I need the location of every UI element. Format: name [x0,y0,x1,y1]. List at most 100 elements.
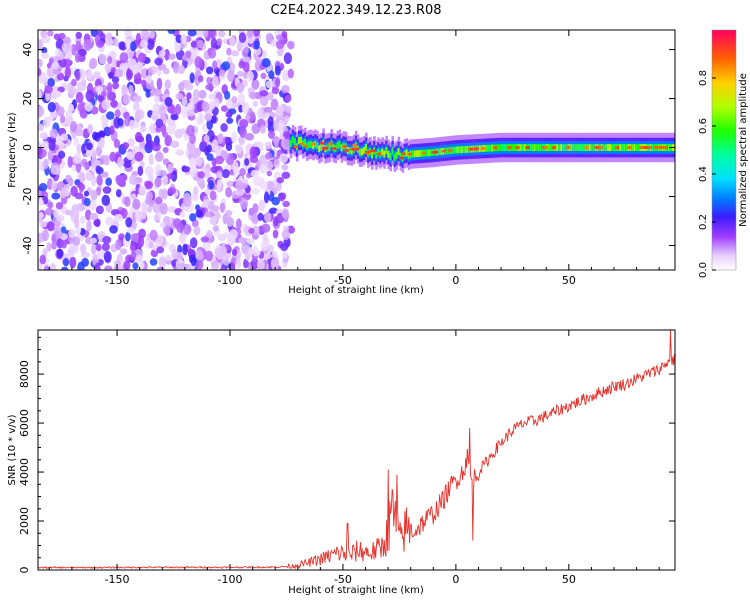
noise-cell [252,245,259,257]
noise-cell [281,171,291,179]
noise-cell [280,242,289,252]
noise-cell [229,36,237,47]
noise-cell [49,128,58,139]
noise-cell [281,251,288,259]
snr-panel: -150 -100 -50 0 50 0 2000 4000 6000 8000 Height … [7,329,676,596]
noise-cell [216,38,223,46]
noise-cell [260,241,269,251]
signal-cell [454,146,458,154]
signal-cell [562,144,565,151]
noise-cell [222,257,230,266]
noise-cell [97,94,105,102]
noise-cell [208,100,216,110]
noise-cell [219,202,226,213]
signal-cell [446,147,449,155]
noise-cell [203,134,210,143]
noise-cell [205,66,214,75]
signal-cell [350,147,354,155]
spectrogram-x-tick-label: -50 [334,274,352,287]
noise-cell [193,225,201,236]
signal-cell [580,144,584,151]
signal-cell [381,148,384,156]
noise-cell [95,165,101,173]
noise-cell [222,232,230,239]
noise-cell [130,250,136,261]
spectrogram-y-tick-label: -20 [21,188,34,206]
noise-cell [47,150,54,161]
noise-cell [273,119,279,132]
noise-cell [65,209,71,216]
signal-cell [304,138,307,146]
signal-cell [576,144,580,151]
noise-cell [54,230,63,238]
noise-cell [154,57,163,66]
noise-cell [256,258,265,270]
noise-cell [247,247,254,257]
noise-cell [73,137,80,147]
colorbar-tick-label: 0.8 [698,70,709,86]
noise-cell [205,83,214,91]
signal-cell [635,144,638,151]
signal-cell [462,146,466,153]
signal-cell [606,144,610,151]
noise-cell [76,143,82,154]
noise-cell [246,237,255,245]
noise-cell [253,40,260,50]
spectrogram-y-tick-label: 20 [21,92,34,106]
noise-cell [259,163,268,174]
noise-cell [192,88,200,101]
signal-cell [336,142,340,149]
signal-cell [501,144,504,151]
noise-cell [44,84,53,94]
noise-cell [221,168,230,179]
noise-cell [80,79,87,87]
noise-cell [186,102,195,112]
noise-cell [134,131,143,143]
noise-cell [267,182,275,190]
noise-cell [147,67,153,77]
noise-cell [230,50,240,57]
noise-cell [59,114,66,124]
noise-cell [134,71,142,84]
noise-cell [171,248,178,260]
noise-cell [101,194,111,206]
noise-cell [38,159,43,171]
colorbar-tick-label: 0.2 [698,214,709,230]
noise-cell [189,48,197,60]
noise-cell [174,103,182,116]
noise-cell [239,197,249,210]
noise-cell [221,61,231,71]
signal-cell [340,144,344,152]
signal-cell [338,140,342,148]
noise-cell [239,167,246,176]
noise-cell [61,266,69,270]
noise-cell [104,33,111,46]
noise-cell [281,229,290,240]
noise-cell [196,39,204,49]
signal-cell [293,138,297,146]
noise-cell [158,49,166,57]
noise-cell [268,130,276,140]
spectrogram-x-tick-label: 50 [562,274,576,287]
noise-cell [167,206,177,213]
signal-cell [486,144,490,152]
noise-cell [38,58,43,68]
noise-cell [281,138,291,151]
signal-cell [438,148,441,156]
noise-cell [74,192,84,200]
signal-cell [360,148,364,156]
noise-cell [79,49,87,57]
noise-cell [119,248,128,255]
noise-cell [183,223,192,235]
noise-cell [225,187,232,198]
noise-cell [275,77,281,88]
noise-cell [52,208,60,218]
noise-cell [195,209,204,218]
noise-cell [197,171,205,179]
noise-cell [79,171,86,184]
noise-cell [176,222,184,233]
noise-cell [74,52,81,63]
noise-cell [102,235,112,244]
signal-cell [608,144,612,151]
